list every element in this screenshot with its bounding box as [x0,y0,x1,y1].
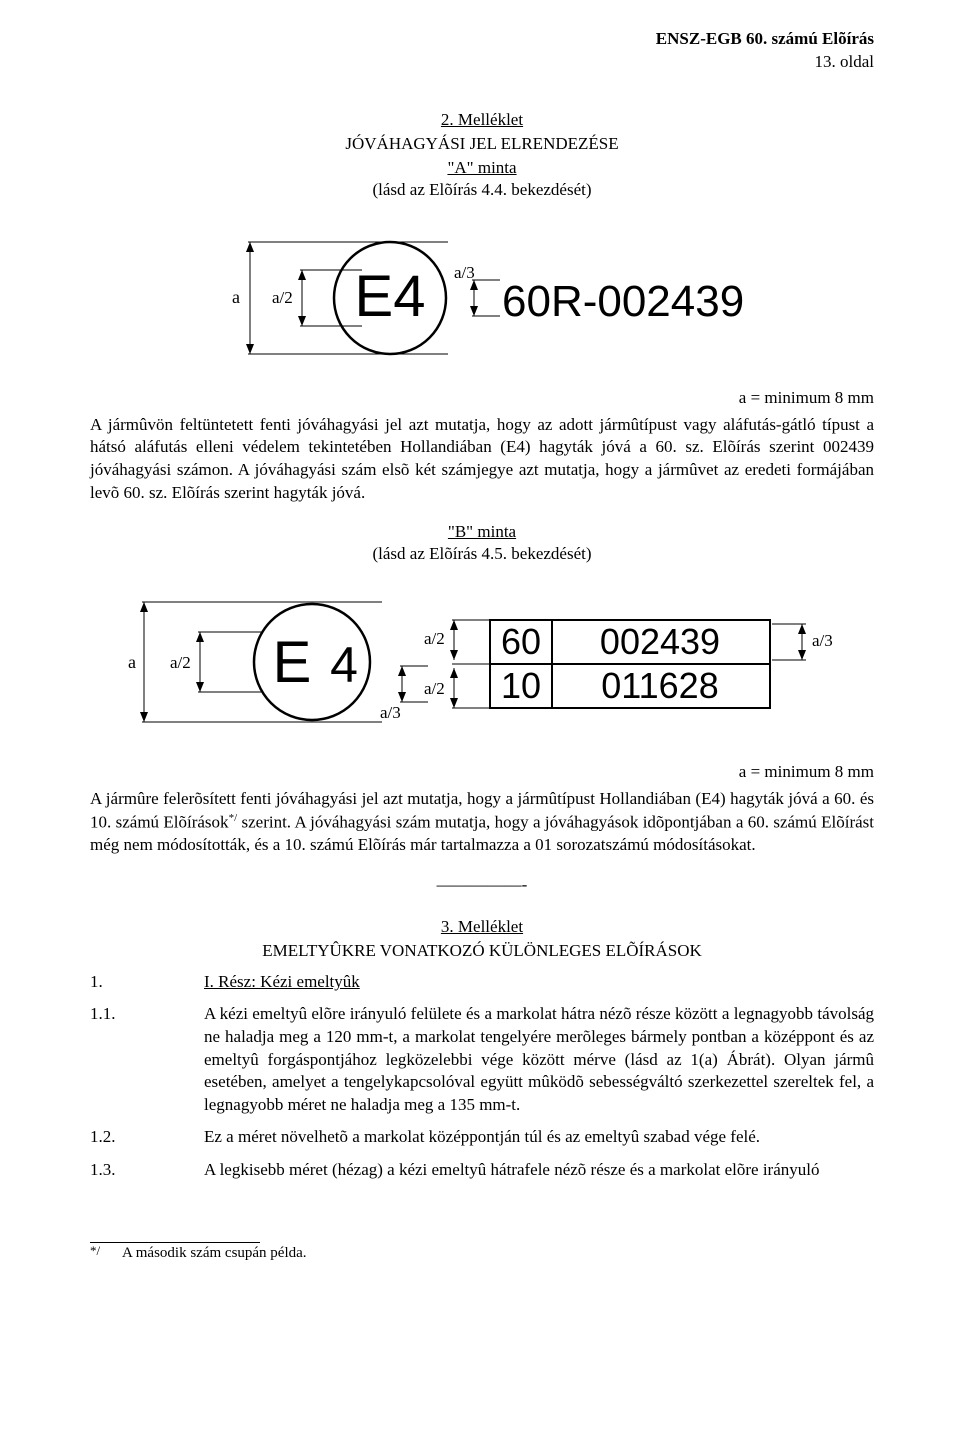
model-b-ref: (lásd az Elõírás 4.5. bekezdését) [90,544,874,564]
svg-text:a/2: a/2 [424,679,445,698]
figure-a: E4 60R-002439 a a/2 a/3 [90,218,874,378]
figA-a-label: a [232,287,240,307]
header-line2: 13. oldal [90,51,874,74]
item-text: A legkisebb méret (hézag) a kézi emeltyû… [204,1159,874,1182]
figA-a2-label: a/2 [272,288,293,307]
figure-a-svg: E4 60R-002439 a a/2 a/3 [202,218,762,378]
footnote: */ A második szám csupán példa. [90,1245,874,1262]
paragraph-a: A jármûvön feltüntetett fenti jóváhagyás… [90,414,874,504]
list-item: 1.3. A legkisebb méret (hézag) a kézi em… [90,1159,874,1182]
model-a-ref: (lásd az Elõírás 4.4. bekezdését) [90,180,874,200]
svg-text:011628: 011628 [601,665,718,706]
paragraph-b: A jármûre felerõsített fenti jóváhagyási… [90,788,874,856]
svg-text:a/2: a/2 [424,629,445,648]
item-number: 1.3. [90,1159,180,1182]
figure-b: a a/2 E 4 a/3 a/2 [90,582,874,752]
figB-min-note: a = minimum 8 mm [90,762,874,782]
annex3-title: 3. Melléklet [90,917,874,937]
annex2-title: 2. Melléklet [90,110,874,130]
figure-b-svg: a a/2 E 4 a/3 a/2 [122,582,842,752]
list-item: 1. I. Rész: Kézi emeltyûk [90,971,874,994]
item-text: A kézi emeltyû elõre irányuló felülete é… [204,1003,874,1116]
svg-text:60: 60 [501,621,541,662]
model-a-title: "A" minta [90,158,874,178]
figA-code: 60R-002439 [502,277,744,326]
svg-text:10: 10 [501,665,541,706]
figA-circle-text: E4 [355,264,426,329]
page-header: ENSZ-EGB 60. számú Elõírás 13. oldal [90,28,874,74]
svg-text:E: E [273,630,312,695]
svg-text:a: a [128,652,136,672]
svg-text:002439: 002439 [600,621,720,662]
list-item: 1.1. A kézi emeltyû elõre irányuló felül… [90,1003,874,1116]
figA-min-note: a = minimum 8 mm [90,388,874,408]
svg-text:a/3: a/3 [812,631,833,650]
item-number: 1.2. [90,1126,180,1149]
header-line1: ENSZ-EGB 60. számú Elõírás [90,28,874,51]
item-number: 1.1. [90,1003,180,1116]
section-divider: —————- [90,875,874,895]
svg-text:a/2: a/2 [170,653,191,672]
footnote-symbol: */ [90,1243,122,1260]
svg-text:4: 4 [330,637,358,693]
annex2-subtitle: JÓVÁHAGYÁSI JEL ELRENDEZÉSE [90,134,874,154]
model-b-title: "B" minta [90,522,874,542]
footnote-text: A második szám csupán példa. [122,1245,874,1262]
list-item: 1.2. Ez a méret növelhetõ a markolat köz… [90,1126,874,1149]
item-number: 1. [90,971,180,994]
annex3-subtitle: EMELTYÛKRE VONATKOZÓ KÜLÖNLEGES ELÕÍRÁSO… [90,941,874,961]
footnote-marker: */ [229,812,238,824]
item-text: Ez a méret növelhetõ a markolat középpon… [204,1126,874,1149]
figA-a3-label: a/3 [454,263,475,282]
item-text: I. Rész: Kézi emeltyûk [204,971,874,994]
svg-text:a/3: a/3 [380,703,401,722]
